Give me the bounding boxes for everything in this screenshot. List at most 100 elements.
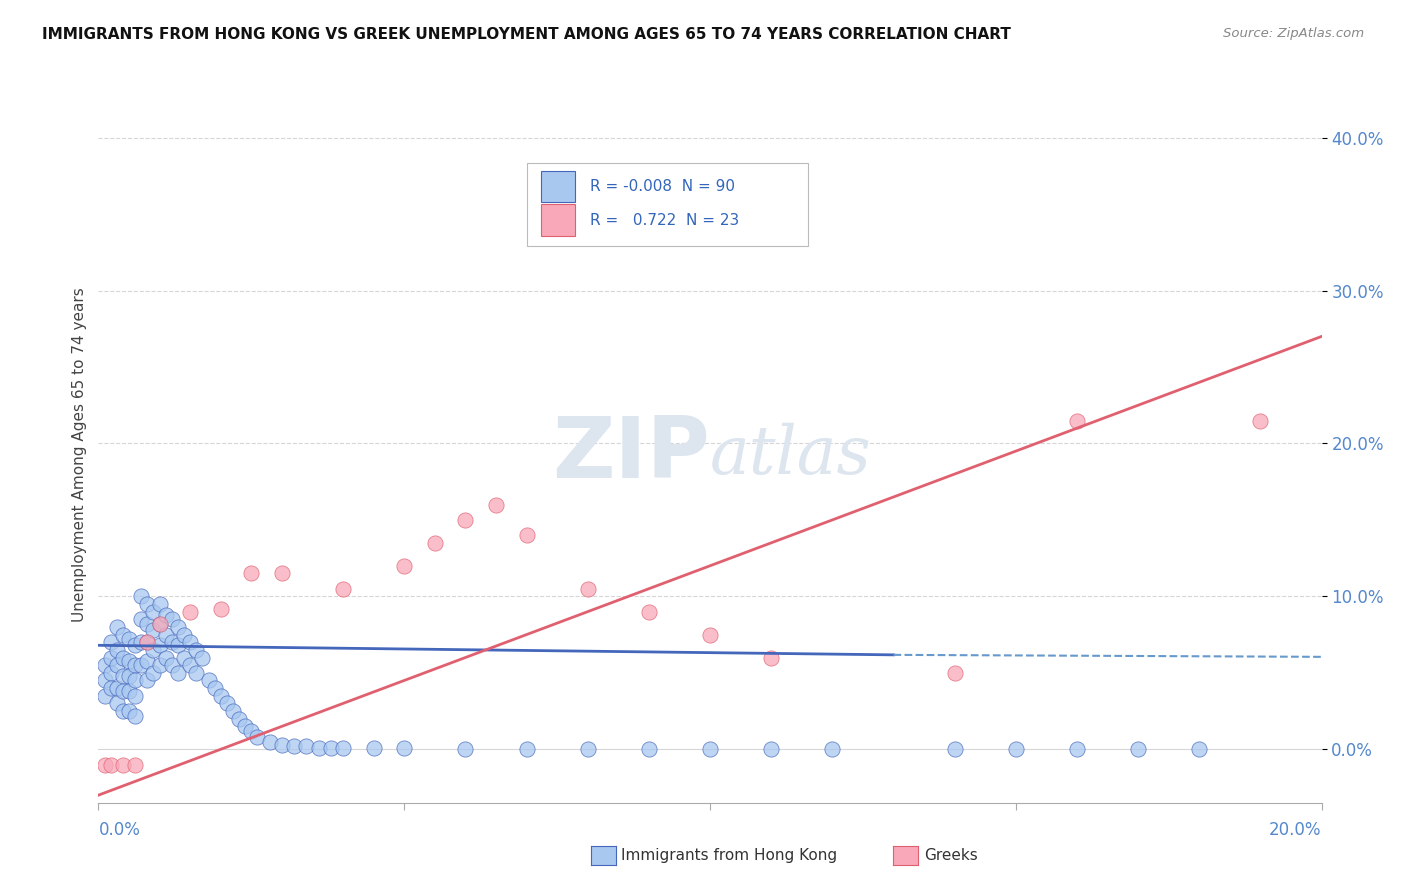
Point [637, 742, 661, 756]
Point [142, 623, 165, 637]
Point [222, 704, 245, 718]
Point [270, 738, 292, 752]
Bar [541, 204, 575, 235]
Point [105, 658, 128, 673]
Point [392, 558, 416, 573]
Point [485, 498, 508, 512]
Point [149, 638, 172, 652]
Point [105, 620, 128, 634]
Point [136, 616, 159, 631]
Point [124, 658, 146, 673]
Point [308, 740, 330, 755]
Point [516, 742, 538, 756]
Point [240, 566, 263, 581]
Point [454, 513, 477, 527]
Text: atlas: atlas [710, 422, 872, 488]
Point [215, 697, 238, 711]
Point [186, 665, 208, 680]
Point [699, 627, 721, 641]
Point [124, 638, 146, 652]
Point [118, 704, 141, 718]
Point [204, 681, 226, 695]
Point [160, 658, 183, 673]
Point [136, 597, 159, 611]
Point [246, 730, 269, 744]
Point [759, 650, 782, 665]
Text: R =   0.722  N = 23: R = 0.722 N = 23 [591, 212, 740, 227]
Point [576, 742, 599, 756]
Point [124, 673, 146, 688]
Point [637, 605, 661, 619]
Point [392, 740, 416, 755]
Point [423, 536, 446, 550]
Point [100, 681, 122, 695]
Point [363, 740, 385, 755]
Point [160, 612, 183, 626]
Point [1066, 413, 1088, 427]
Point [129, 590, 152, 604]
Point [233, 719, 256, 733]
Point [111, 627, 134, 641]
Point [179, 658, 201, 673]
Point [699, 742, 721, 756]
Point [209, 601, 232, 615]
Point [1004, 742, 1026, 756]
Point [295, 739, 318, 754]
Bar [541, 171, 575, 202]
Point [186, 643, 208, 657]
Point [1249, 413, 1271, 427]
Point [124, 757, 146, 772]
Point [179, 635, 201, 649]
Point [149, 616, 172, 631]
Point [100, 757, 122, 772]
Point [105, 697, 128, 711]
Point [93, 757, 115, 772]
Point [100, 635, 122, 649]
Point [93, 658, 115, 673]
Point [105, 681, 128, 695]
Point [240, 723, 263, 738]
Text: Greeks: Greeks [924, 848, 977, 863]
Point [1188, 742, 1211, 756]
FancyBboxPatch shape [526, 162, 808, 246]
Point [167, 638, 190, 652]
Text: Source: ZipAtlas.com: Source: ZipAtlas.com [1223, 27, 1364, 40]
Point [111, 650, 134, 665]
Point [943, 665, 966, 680]
Point [155, 650, 177, 665]
Text: ZIP: ZIP [553, 413, 710, 497]
Point [270, 566, 292, 581]
Point [136, 635, 159, 649]
Point [332, 740, 354, 755]
Point [155, 607, 177, 622]
Point [100, 650, 122, 665]
Point [516, 528, 538, 542]
Point [332, 582, 354, 596]
Point [160, 635, 183, 649]
Point [319, 740, 342, 755]
Point [191, 650, 214, 665]
Point [111, 757, 134, 772]
Point [111, 684, 134, 698]
Text: R = -0.008  N = 90: R = -0.008 N = 90 [591, 179, 735, 194]
Point [821, 742, 844, 756]
Point [283, 739, 305, 754]
Y-axis label: Unemployment Among Ages 65 to 74 years: Unemployment Among Ages 65 to 74 years [72, 287, 87, 623]
Point [228, 712, 250, 726]
Point [173, 650, 195, 665]
Point [124, 689, 146, 703]
Point [142, 665, 165, 680]
Point [93, 689, 115, 703]
Point [197, 673, 219, 688]
Point [142, 643, 165, 657]
Point [149, 616, 172, 631]
Point [149, 597, 172, 611]
Point [576, 582, 599, 596]
Point [155, 627, 177, 641]
Point [1128, 742, 1150, 756]
Point [118, 632, 141, 647]
Text: IMMIGRANTS FROM HONG KONG VS GREEK UNEMPLOYMENT AMONG AGES 65 TO 74 YEARS CORREL: IMMIGRANTS FROM HONG KONG VS GREEK UNEMP… [42, 27, 1011, 42]
Point [93, 673, 115, 688]
Point [129, 635, 152, 649]
Text: 0.0%: 0.0% [98, 822, 141, 839]
